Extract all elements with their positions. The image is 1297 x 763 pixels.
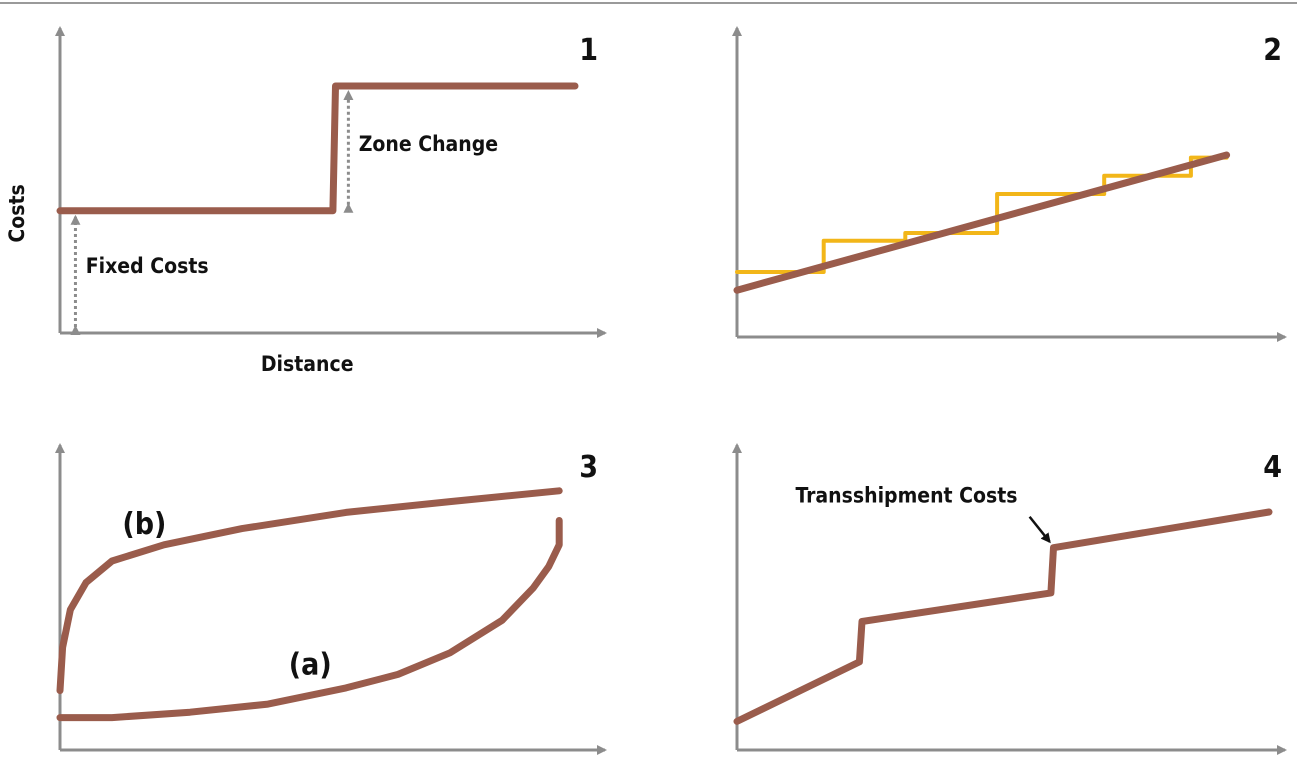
chart4-annotation-transshipment-costs: Transshipment Costs [796, 483, 1018, 507]
chart3-annotation-b: (b) [122, 507, 166, 542]
chart2-step-line [735, 155, 1229, 274]
chart1-number-label: 1 [579, 33, 598, 68]
chart1-annotation-zone-change: Zone Change [359, 132, 498, 156]
chart2-number-label: 2 [1263, 33, 1282, 68]
chart1-y-axis-label: Costs [5, 184, 29, 242]
chart4-transshipment-costs-arrow [1028, 515, 1051, 544]
chart3-cost-line-1 [56, 487, 563, 695]
chart1-x-axis-label: Distance [261, 352, 354, 376]
chart1-cost-line-1 [56, 82, 579, 215]
chart3-cost-line-2 [56, 517, 563, 722]
chart4-number-label: 4 [1263, 450, 1282, 485]
chart4-cost-line-1 [733, 508, 1273, 725]
chart2-cost-line-2 [733, 151, 1231, 294]
top-rule [0, 2, 1297, 4]
chart1-annotation-fixed-costs: Fixed Costs [86, 254, 209, 278]
chart3-annotation-a: (a) [289, 647, 332, 682]
chart3-number-label: 3 [579, 450, 598, 485]
